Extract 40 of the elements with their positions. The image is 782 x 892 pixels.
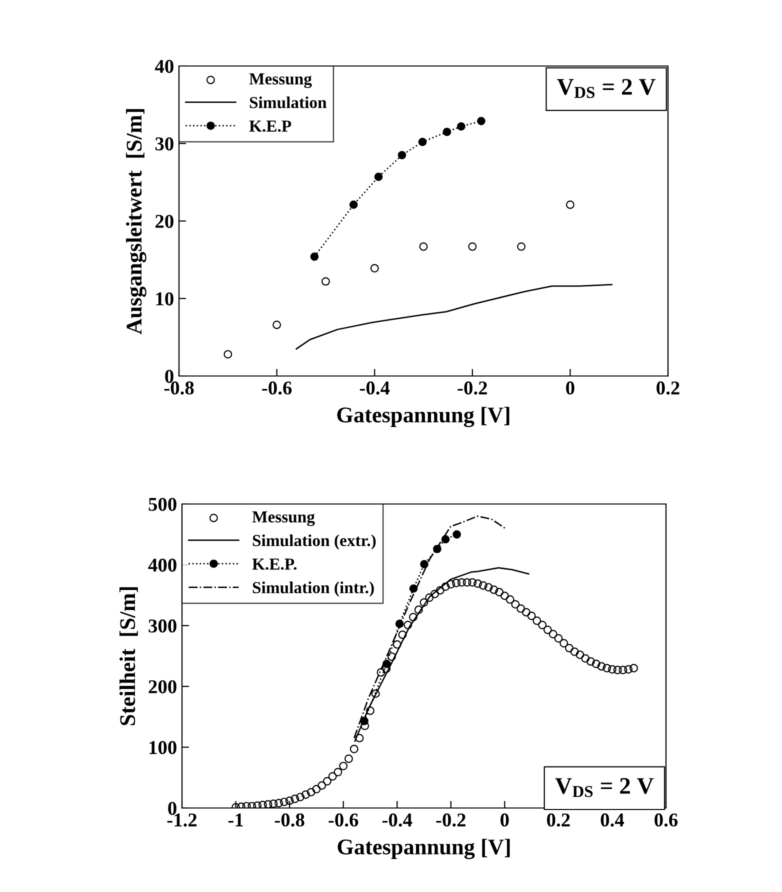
y-tick-label: 20 [156, 214, 174, 228]
x-tick-label: 0.2 [656, 381, 680, 395]
y-tick-label: 10 [156, 292, 174, 306]
x-tick-label: -0.6 [262, 381, 292, 395]
legend-label: Simulation (extr.) [252, 534, 376, 550]
x-tick-label: 0.2 [547, 813, 570, 827]
y-axis-title: Steilheit [S/m] [119, 587, 138, 726]
legend-label: Simulation [250, 96, 327, 108]
y-tick-label: 100 [150, 741, 176, 754]
x-tick-label: 0 [566, 381, 574, 395]
annotation: V$_{DS}$ = 2 V [557, 78, 656, 98]
x-tick-label: -0.8 [274, 813, 304, 827]
annotation: V$_{DS}$ = 2 V [555, 778, 654, 798]
y-axis-title: Ausgangsleitwert [S/m] [126, 109, 146, 334]
legend-label: Messung [252, 511, 315, 526]
x-axis-title: Gatespannung [V] [338, 838, 510, 860]
y-tick-label: 30 [155, 137, 174, 150]
x-tick-label: 0.4 [600, 813, 624, 827]
x-tick-label: -0.2 [436, 813, 466, 827]
y-tick-label: 500 [148, 498, 176, 511]
y-tick-label: 40 [154, 60, 174, 73]
legend-label: Simulation (intr.) [252, 582, 374, 597]
x-tick-label: -0.2 [458, 381, 487, 395]
x-tick-label: -1 [228, 814, 243, 826]
x-axis-title: Gatespannung [V] [337, 406, 510, 428]
x-tick-label: -0.4 [382, 813, 412, 827]
x-tick-label: -0.8 [164, 381, 194, 395]
x-tick-label: -1.2 [167, 813, 197, 827]
x-tick-label: -0.6 [328, 813, 358, 827]
x-tick-label: 0 [500, 813, 509, 827]
x-tick-label: -0.4 [360, 381, 390, 395]
y-tick-label: 200 [148, 680, 176, 694]
y-tick-label: 300 [148, 619, 176, 633]
y-tick-label: 400 [148, 558, 176, 572]
y-tick-label: 0 [165, 370, 174, 383]
legend-label: K.E.P. [252, 558, 297, 570]
legend-label: K.E.P [249, 120, 292, 132]
y-tick-label: 0 [168, 802, 176, 815]
legend-label: Messung [249, 73, 312, 88]
x-tick-label: 0.6 [654, 813, 678, 827]
